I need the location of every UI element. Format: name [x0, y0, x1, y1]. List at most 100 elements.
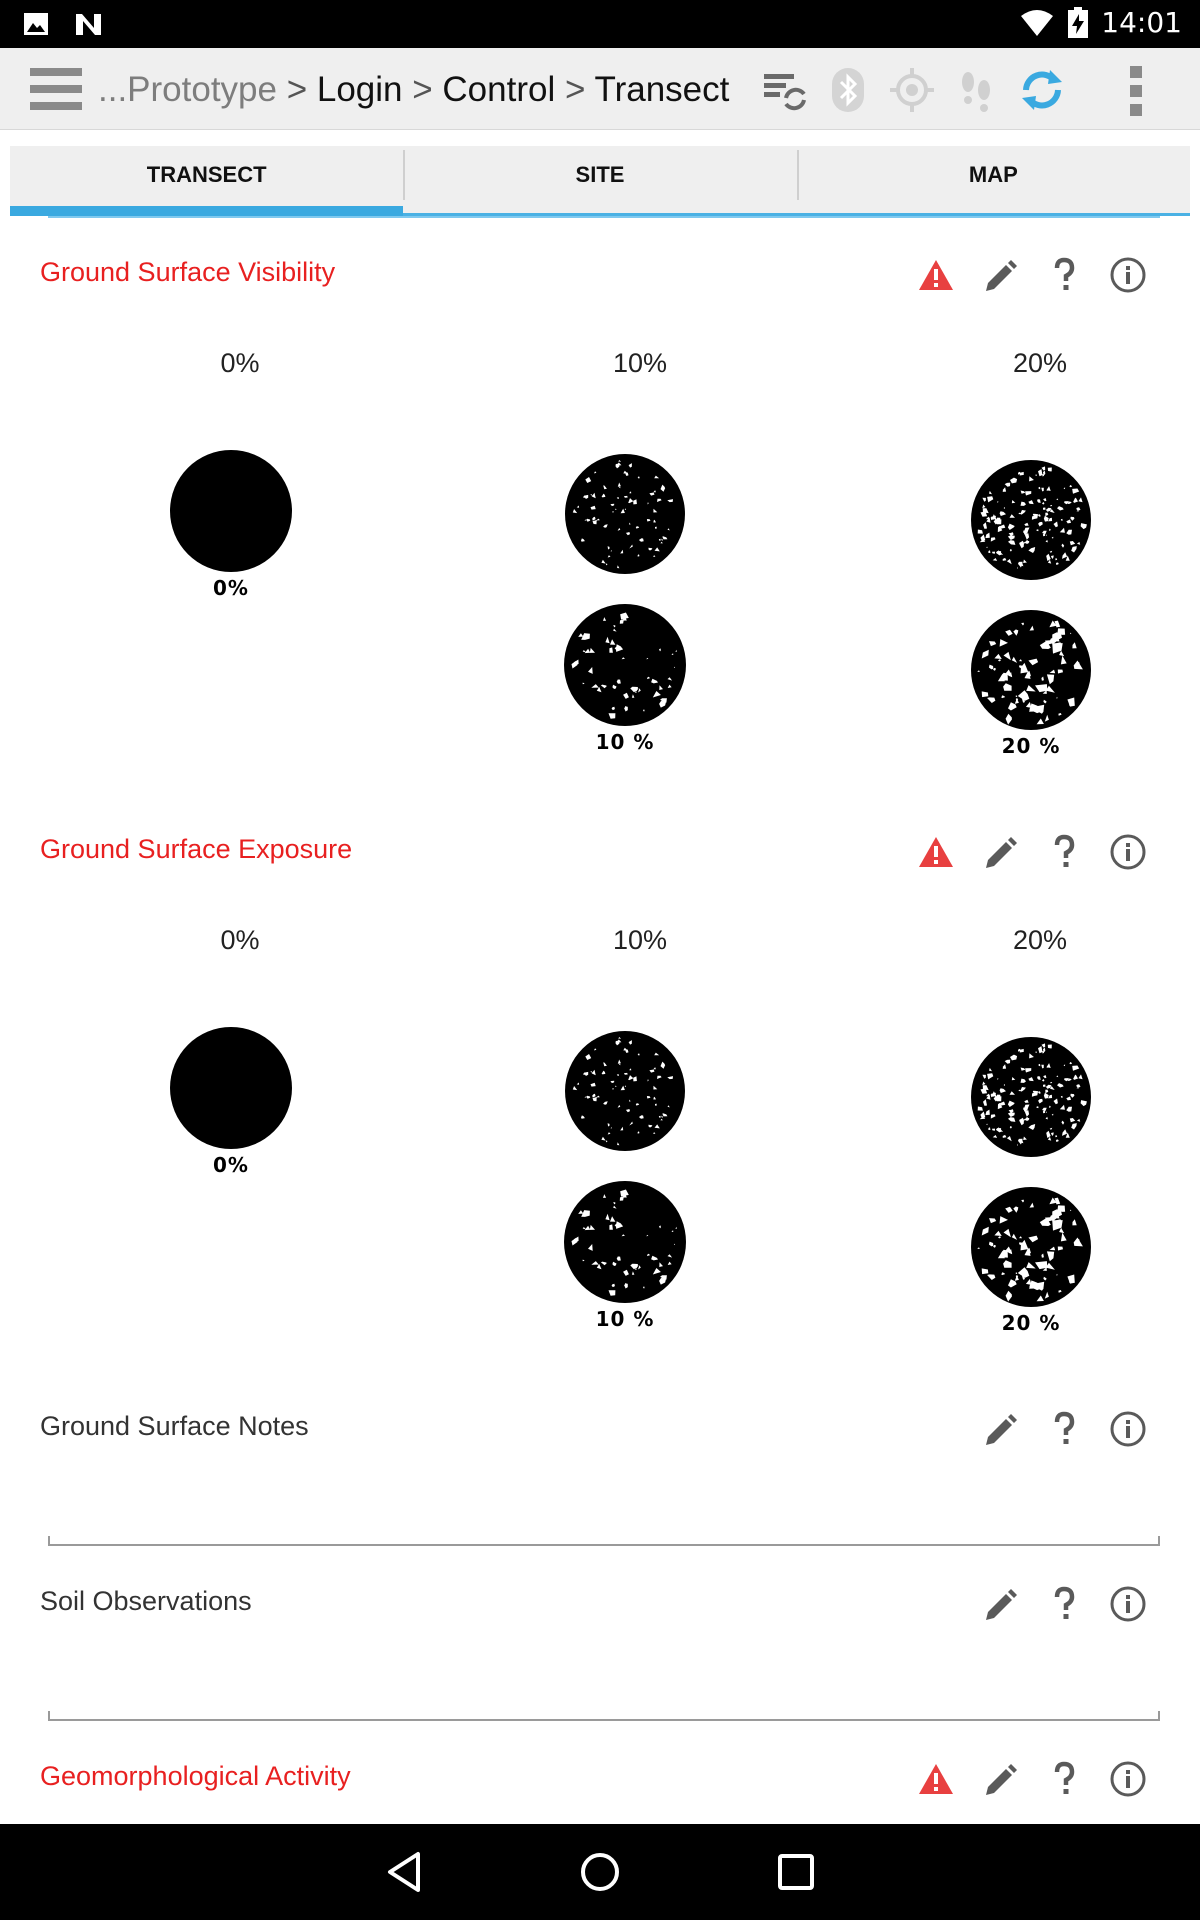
speckle-mark [1053, 521, 1058, 528]
speckle-mark [1049, 1197, 1057, 1205]
speckle-mark [1047, 559, 1052, 564]
option-label[interactable]: 20% [1012, 925, 1068, 955]
speckle-mark [1019, 659, 1022, 662]
overflow-menu-icon[interactable] [1112, 64, 1160, 118]
speckle-mark [1058, 713, 1062, 716]
speckle-mark [1017, 690, 1030, 701]
speckle-mark [1020, 510, 1026, 515]
edit-icon[interactable] [968, 1755, 1032, 1803]
speckle-mark [1066, 529, 1072, 535]
visibility-option-10b[interactable]: 10 % [560, 602, 690, 754]
speckle-mark [1028, 547, 1036, 553]
speckle-mark [994, 515, 997, 517]
breadcrumb-control[interactable]: Control [442, 70, 556, 109]
exposure-option-0[interactable]: 0% [166, 1025, 296, 1177]
notes-text-field[interactable] [48, 1536, 1160, 1546]
option-label[interactable]: 10% [612, 348, 668, 378]
edit-icon[interactable] [968, 1405, 1032, 1453]
option-label[interactable]: 0% [220, 925, 260, 955]
speckle-mark [992, 514, 997, 520]
speckle-mark [1019, 665, 1023, 669]
info-icon[interactable] [1096, 828, 1160, 876]
recents-icon[interactable] [770, 1846, 822, 1898]
sync-list-icon[interactable] [760, 66, 808, 114]
speckle-mark [633, 499, 637, 505]
speckle-mark [610, 1080, 615, 1084]
menu-icon[interactable] [30, 68, 82, 110]
info-icon[interactable] [1096, 1755, 1160, 1803]
speckle-mark [1059, 650, 1065, 657]
edit-icon[interactable] [968, 1580, 1032, 1628]
tab-transect[interactable]: TRANSECT [10, 146, 404, 216]
circle-caption: 0% [213, 576, 249, 600]
option-label[interactable]: 0% [220, 348, 260, 378]
speckle-mark [988, 1241, 994, 1247]
warning-icon[interactable] [904, 828, 968, 876]
visibility-option-10[interactable] [560, 452, 690, 576]
speckle-mark [637, 1053, 640, 1056]
visibility-option-0[interactable]: 0% [166, 448, 296, 600]
speckle-mark [646, 519, 651, 522]
soil-text-field[interactable] [48, 1711, 1160, 1721]
speckle-mark [659, 1262, 663, 1267]
info-icon[interactable] [1096, 1580, 1160, 1628]
home-icon[interactable] [574, 1846, 626, 1898]
info-icon[interactable] [1096, 251, 1160, 299]
speckle-mark [617, 527, 621, 531]
breadcrumb-separator: > [276, 70, 317, 109]
exposure-option-10[interactable] [560, 1029, 690, 1153]
speckle-mark [615, 1040, 620, 1046]
visibility-option-20[interactable] [966, 458, 1096, 582]
speckle-mark [634, 1268, 637, 1270]
speckle-mark [983, 522, 987, 529]
exposure-option-20b[interactable]: 20 % [966, 1185, 1096, 1335]
form-content[interactable]: Ground Surface Visibility 0% 10% 20% 0% … [10, 216, 1190, 1824]
exposure-option-20[interactable] [966, 1035, 1096, 1159]
edit-icon[interactable] [968, 828, 1032, 876]
speckle-mark [624, 1283, 628, 1287]
speckle-mark [1039, 1217, 1049, 1226]
speckle-mark [612, 684, 617, 689]
speckle-mark [625, 532, 630, 536]
speckle-mark [994, 1230, 1002, 1236]
tab-map[interactable]: MAP [796, 146, 1190, 216]
field-tools-notes [968, 1405, 1160, 1453]
help-icon[interactable] [1032, 1580, 1096, 1628]
speckle-mark [993, 520, 999, 525]
option-label[interactable]: 10% [612, 925, 668, 955]
speckle-mark [614, 645, 620, 650]
speckle-mark [1053, 1098, 1058, 1105]
info-icon[interactable] [1096, 1405, 1160, 1453]
edit-icon[interactable] [968, 251, 1032, 299]
bluetooth-icon[interactable] [824, 66, 872, 114]
breadcrumb-root[interactable]: ...Prototype [98, 70, 277, 109]
speckle-mark [653, 1096, 656, 1100]
help-icon[interactable] [1032, 1755, 1096, 1803]
help-icon[interactable] [1032, 251, 1096, 299]
speckle-mark [667, 1076, 673, 1080]
speckle-mark [1042, 530, 1047, 535]
speckle-mark [1046, 1130, 1051, 1138]
speckle-mark [1041, 1043, 1046, 1048]
help-icon[interactable] [1032, 1405, 1096, 1453]
speckle-mark [999, 524, 1006, 529]
speckle-mark [1018, 471, 1021, 475]
speckle-mark [636, 688, 639, 690]
tab-site[interactable]: SITE [403, 146, 797, 216]
back-icon[interactable] [380, 1846, 432, 1898]
exposure-option-10b[interactable]: 10 % [560, 1179, 690, 1331]
warning-icon[interactable] [904, 251, 968, 299]
option-label[interactable]: 20% [1012, 348, 1068, 378]
gps-icon[interactable] [888, 66, 936, 114]
speckle-mark [1057, 506, 1064, 511]
visibility-option-20b[interactable]: 20 % [966, 608, 1096, 758]
coverage-circle-0 [170, 1027, 292, 1149]
speckle-mark [590, 1082, 596, 1087]
refresh-icon[interactable] [1016, 64, 1068, 116]
warning-icon[interactable] [904, 1755, 968, 1803]
footsteps-icon[interactable] [952, 66, 1000, 114]
help-icon[interactable] [1032, 828, 1096, 876]
speckle-mark [1010, 477, 1018, 484]
breadcrumb-login[interactable]: Login [316, 70, 403, 109]
speckle-mark [1049, 669, 1056, 674]
